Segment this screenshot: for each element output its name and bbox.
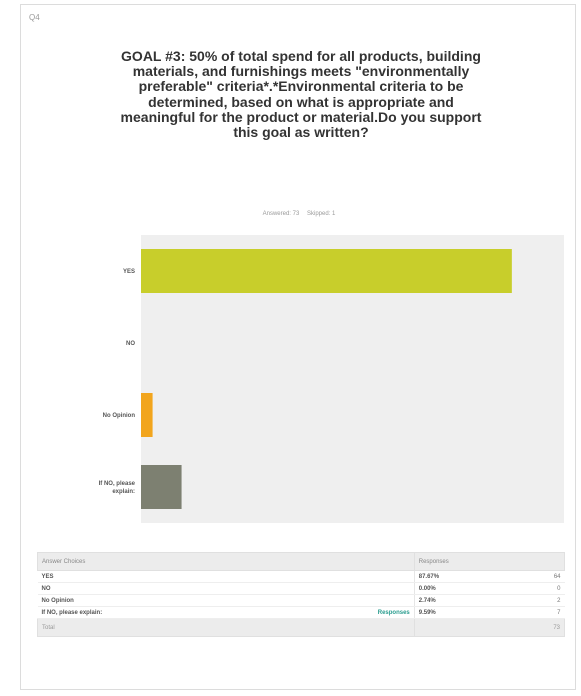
responses-header: Responses [413, 552, 566, 571]
responses-link[interactable]: Responses [274, 606, 415, 619]
row-link [274, 582, 415, 595]
table-header-row: Answer Choices Responses [37, 552, 566, 571]
row-percent: 87.67% [413, 570, 514, 583]
category-label: explain: [112, 489, 135, 495]
responses-table: Answer Choices Responses YES 87.67% 64 N… [37, 552, 566, 637]
category-label: YES [123, 269, 135, 275]
row-percent: 2.74% [413, 594, 514, 607]
table-row: If NO, please explain: Responses 9.59% 7 [37, 606, 565, 619]
category-label: No Opinion [103, 413, 136, 419]
row-count: 7 [513, 606, 565, 619]
row-label: YES [37, 570, 275, 583]
row-link [274, 594, 415, 607]
bar-2 [141, 393, 153, 437]
row-label: No Opinion [37, 594, 275, 607]
row-label: NO [37, 582, 275, 595]
category-label: NO [126, 341, 135, 347]
question-number: Q4 [29, 13, 40, 22]
bar-3 [141, 465, 182, 509]
total-row: Total 73 [37, 618, 566, 637]
row-count: 2 [513, 594, 565, 607]
total-count: 73 [413, 618, 566, 637]
row-percent: 0.00% [413, 582, 514, 595]
answered-count: Answered: 73 [262, 211, 300, 217]
question-panel: Q4 GOAL #3: 50% of total spend for all p… [20, 4, 576, 690]
table-row: No Opinion 2.74% 2 [37, 594, 565, 607]
total-label: Total [37, 618, 415, 637]
row-link [274, 570, 415, 583]
table-row: NO 0.00% 0 [37, 582, 565, 595]
bar-0 [141, 249, 512, 293]
skipped-count: Skipped: 1 [307, 211, 336, 217]
table-row: YES 87.67% 64 [37, 570, 565, 583]
question-title: GOAL #3: 50% of total spend for all prod… [120, 48, 482, 141]
category-label: If NO, please [99, 481, 136, 487]
row-count: 0 [513, 582, 565, 595]
answer-choices-header: Answer Choices [37, 552, 415, 571]
row-percent: 9.59% [413, 606, 514, 619]
answered-skipped: Answered: 73 Skipped: 1 [21, 211, 577, 217]
row-label: If NO, please explain: [37, 606, 275, 619]
row-count: 64 [513, 570, 565, 583]
